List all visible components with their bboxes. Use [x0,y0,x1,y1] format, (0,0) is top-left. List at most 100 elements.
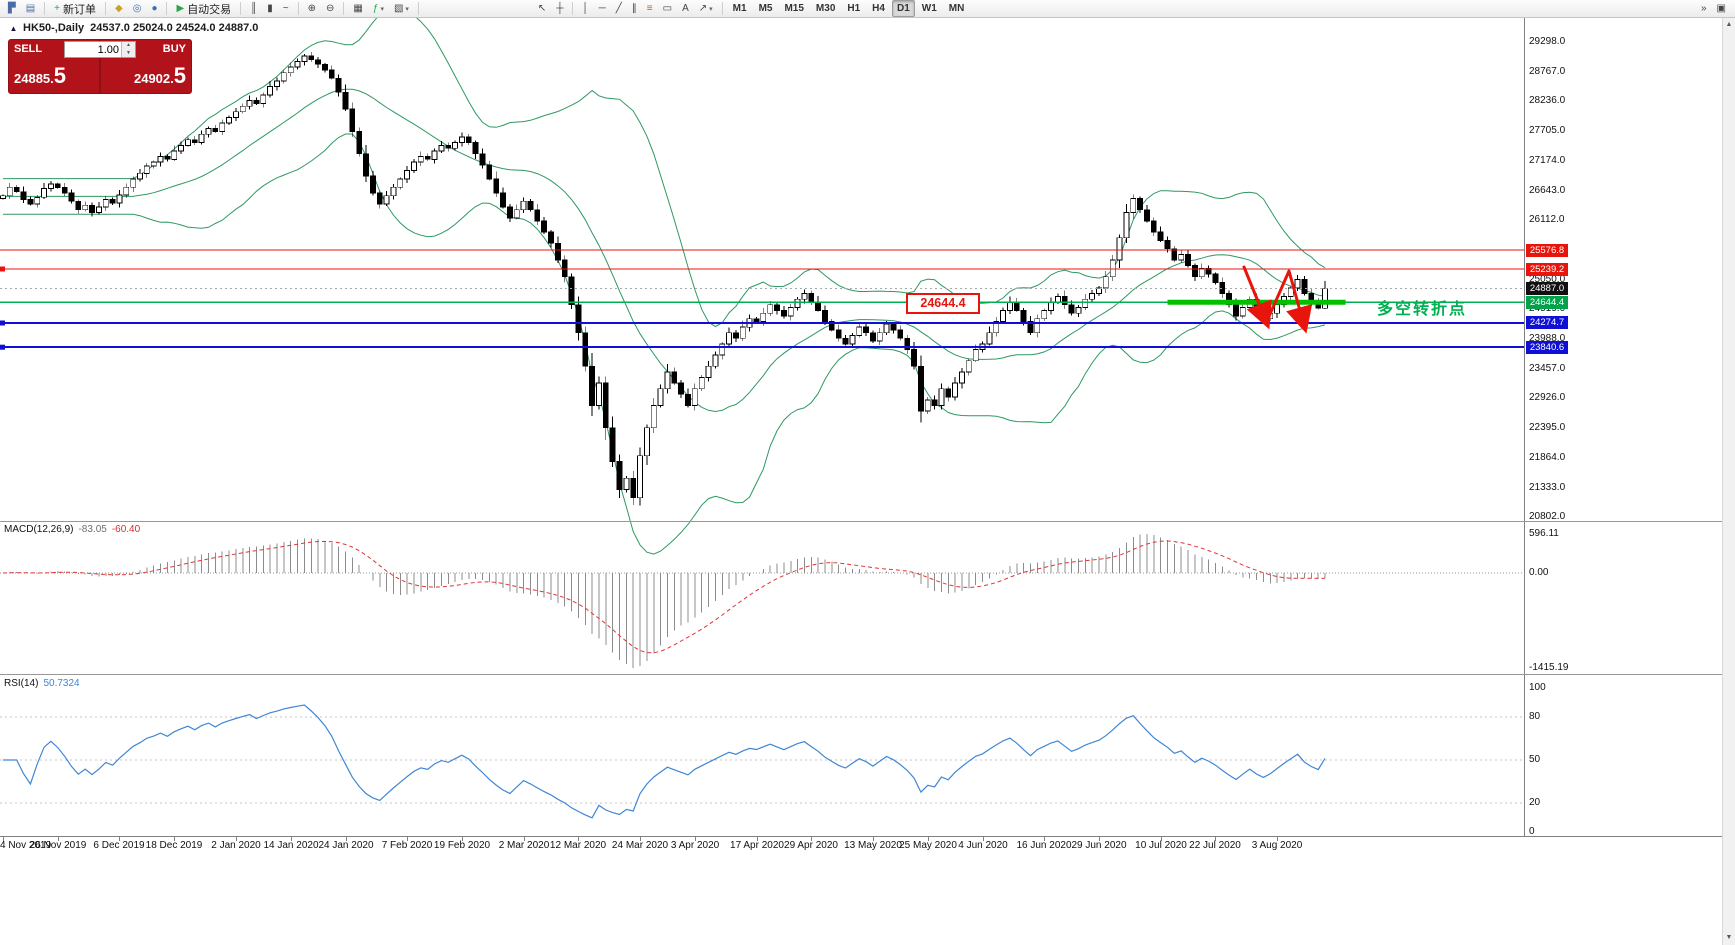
candle [109,199,116,204]
candle [48,183,54,189]
annotation-note[interactable]: 多空转折点 [1377,301,1468,318]
level-handle[interactable] [0,344,5,350]
timeframe-d1[interactable]: D1 [891,0,915,17]
toolbar-group-objects: │ ─ ╱ ∥ ≡ ▭ A ↗ ▾ [577,0,717,17]
text-icon[interactable]: A [678,0,693,17]
date-tick-mark [695,837,696,841]
cursor-icon[interactable]: ↖ [534,0,550,17]
scroll-down-icon[interactable]: ▼ [1725,934,1733,941]
new-chart-icon[interactable]: ▛ [4,0,20,17]
bar-chart-icon[interactable]: ║ [246,0,261,17]
candle [1301,279,1308,295]
fibonacci-icon[interactable]: ≡ [643,0,657,17]
price-tick-label: 28236.0 [1529,95,1566,107]
candle [582,332,589,367]
navigator-icon[interactable]: ● [147,0,161,17]
dock-window-icon: ▣ [1716,3,1726,14]
price-tick-label: 23988.0 [1529,333,1566,344]
channel-icon[interactable]: ∥ [628,0,641,17]
shapes-icon[interactable]: ▭ [659,0,676,17]
candle [863,326,869,334]
trend-arrows[interactable] [1242,265,1313,334]
toolbar-group-auto: ▶ 自动交易 [171,0,236,17]
price-callout[interactable]: 24644.4 [906,293,980,314]
line-chart-icon: ~ [282,3,289,14]
volume-input[interactable] [65,42,121,57]
autotrading-button: ▶ [176,3,185,14]
candle [397,178,404,188]
candle [20,191,27,201]
timeframe-h4[interactable]: H4 [872,3,885,14]
new-order-button[interactable]: + 新订单 [50,0,100,17]
tile-windows-icon[interactable]: ▦ [349,0,366,17]
autotrading-button-label: 自动交易 [187,3,232,16]
toolbar-separator [417,2,419,15]
timeframe-m15[interactable]: M15 [784,3,804,14]
sell-button[interactable]: SELL 24885.5 [8,39,100,94]
candle [1178,253,1185,261]
main-chart[interactable] [0,0,1524,853]
candlestick-icon[interactable]: ▮ [263,0,277,17]
ohlc-values: 24537.0 25024.0 24524.0 24887.0 [90,22,259,34]
panel-splitter-rsi[interactable] [0,674,1722,675]
level-handle[interactable] [0,266,5,272]
candle [691,388,698,406]
candle [500,192,506,208]
fibonacci-icon: ≡ [646,3,653,14]
scroll-up-icon[interactable]: ▲ [1725,21,1733,28]
candle [513,209,520,219]
candle [143,165,150,174]
timeframe-mn[interactable]: MN [948,3,965,14]
timeframe-m1[interactable]: M1 [732,3,747,14]
price-axis[interactable]: 20802.0 21333.0 21864.0 22395.0 22926.0 23457… [1524,18,1722,853]
zoom-in-icon[interactable]: ⊕ [304,0,320,17]
date-tick-mark [1044,837,1045,841]
trendline-icon[interactable]: ╱ [612,0,626,17]
volume-down-icon[interactable]: ▼ [126,49,131,56]
timeframe-m30[interactable]: M30 [815,3,836,14]
toolbar-separator [721,2,723,15]
date-axis[interactable]: 4 Nov 2019 26 Nov 2019 6 Dec 2019 18 Dec 20… [0,836,1722,853]
templates-icon: ▧ [393,3,404,14]
candle [335,77,342,93]
one-click-collapse-button[interactable]: ▲ [9,24,18,33]
candle [34,196,41,205]
toolbar-overflow-icon[interactable]: » [1697,0,1711,17]
date-tick-mark [578,837,579,841]
toolbar-separator [105,2,106,15]
timeframe-h1[interactable]: H1 [847,3,861,14]
candle [75,200,82,211]
vertical-scrollbar[interactable]: ▲ ▼ [1722,18,1735,945]
candle [6,186,13,197]
candle [1198,267,1205,278]
toolbar-separator [297,2,299,15]
candle [96,206,102,213]
vertical-line-icon[interactable]: │ [578,0,592,17]
autotrading-button[interactable]: ▶ 自动交易 [172,0,235,17]
indicators-icon[interactable]: ƒ ▾ [369,0,388,17]
crosshair-icon[interactable]: ┼ [552,0,567,17]
metaeditor-icon[interactable]: ◆ [111,0,127,17]
volume-up-icon[interactable]: ▲ [126,42,131,48]
dock-window-icon[interactable]: ▣ [1713,0,1730,17]
templates-icon[interactable]: ▧ ▾ [390,0,413,17]
date-label: 18 Dec 2019 [145,840,203,851]
candle [1157,231,1164,241]
horizontal-line-icon[interactable]: ─ [595,0,610,17]
strategy-tester-icon[interactable]: ◎ [129,0,146,17]
line-chart-icon[interactable]: ~ [279,0,293,17]
zoom-out-icon[interactable]: ⊖ [322,0,338,17]
rsi-scale-label: 0 [1529,826,1535,837]
date-tick-mark [983,837,984,841]
candle [321,63,328,71]
date-label: 14 Jan 2020 [263,840,319,851]
profiles-icon[interactable]: ▤ [22,0,39,17]
timeframe-w1[interactable]: W1 [921,3,937,14]
arrows-icon[interactable]: ↗ ▾ [695,0,717,17]
candle [1007,301,1013,311]
level-handle[interactable] [0,320,5,326]
timeframe-m5[interactable]: M5 [758,3,773,14]
panel-splitter-macd[interactable] [0,521,1722,522]
candle [644,427,650,457]
candle [369,175,376,194]
